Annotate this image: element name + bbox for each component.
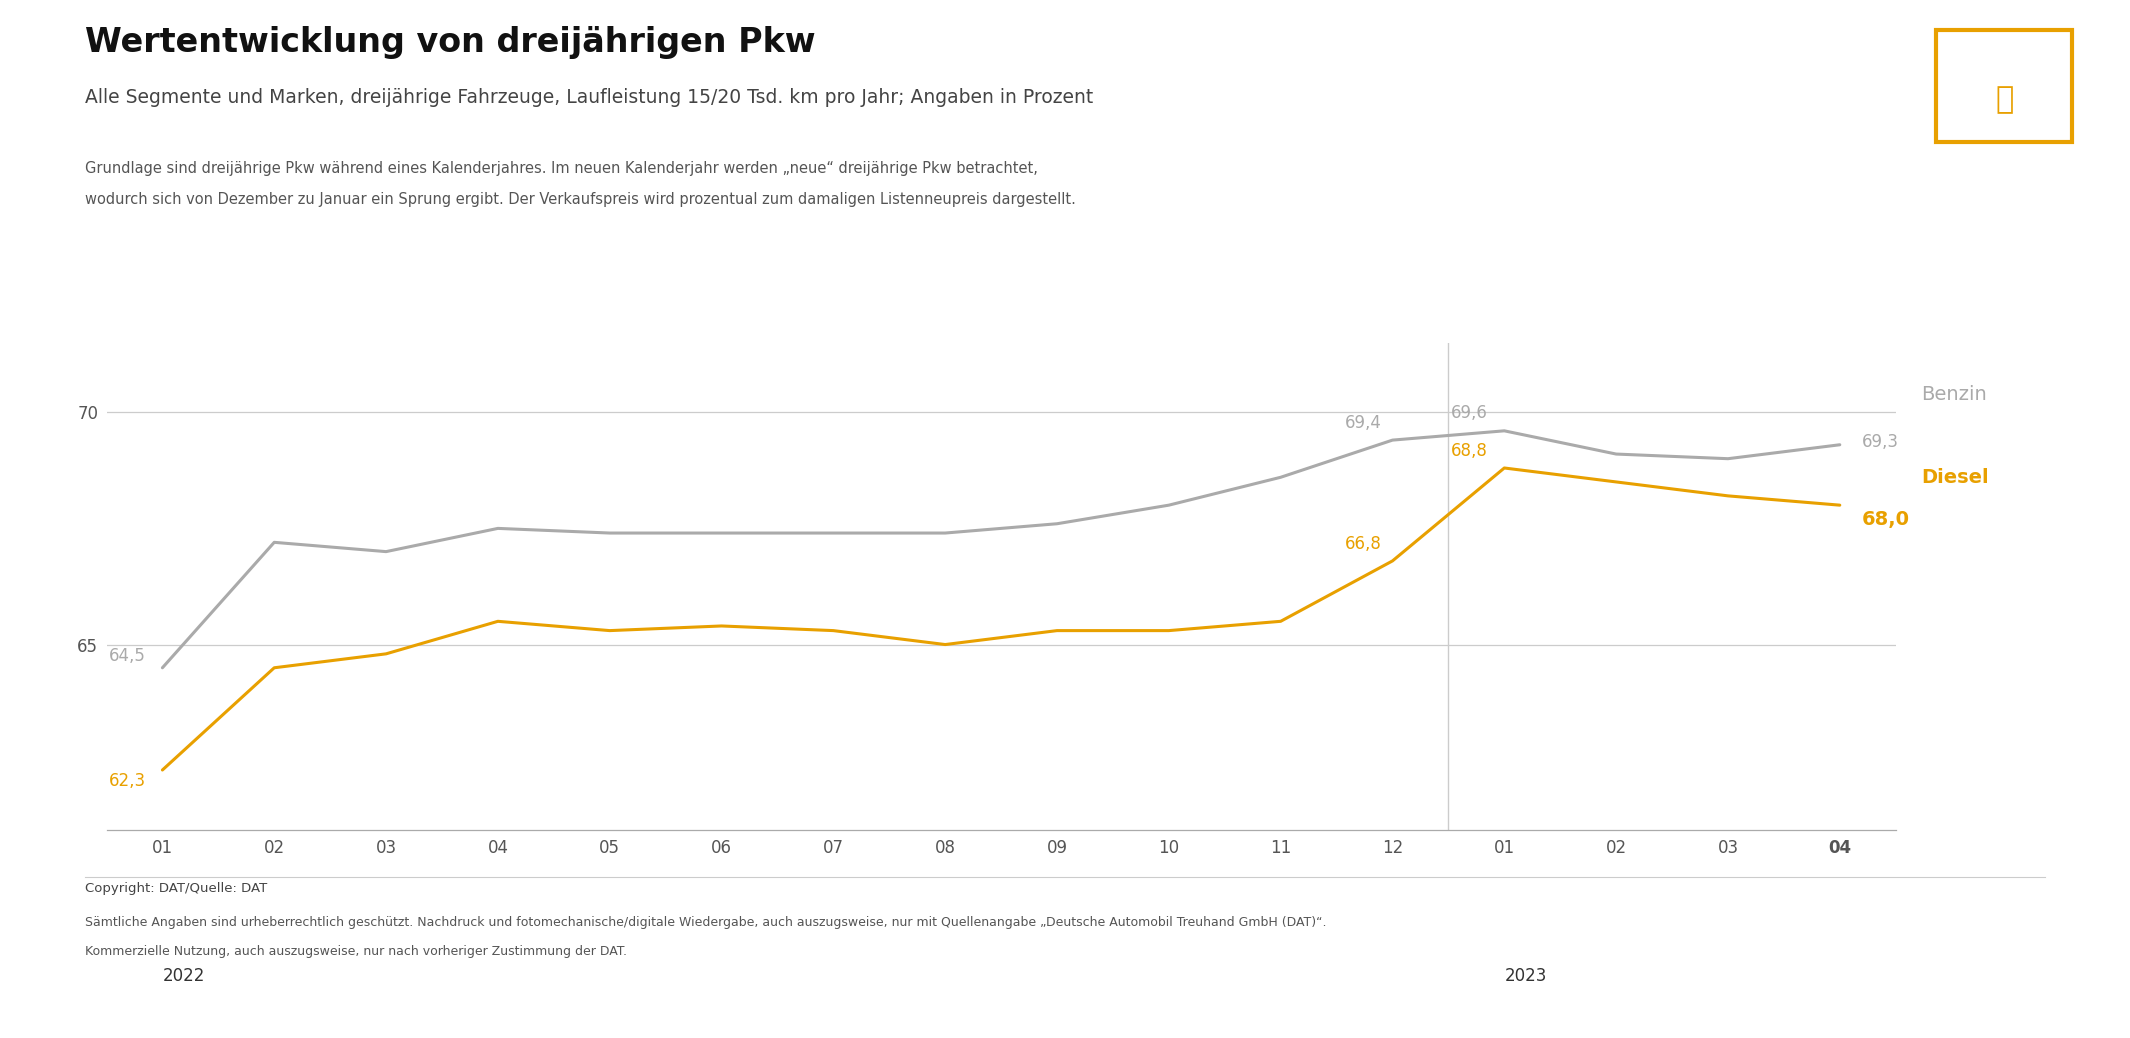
Text: wodurch sich von Dezember zu Januar ein Sprung ergibt. Der Verkaufspreis wird pr: wodurch sich von Dezember zu Januar ein … — [85, 192, 1076, 207]
Text: 69,4: 69,4 — [1344, 414, 1380, 432]
Text: Copyright: DAT/Quelle: DAT: Copyright: DAT/Quelle: DAT — [85, 882, 268, 896]
Text: Grundlage sind dreijährige Pkw während eines Kalenderjahres. Im neuen Kalenderja: Grundlage sind dreijährige Pkw während e… — [85, 161, 1037, 175]
Text: 66,8: 66,8 — [1344, 535, 1380, 552]
Text: Kommerzielle Nutzung, auch auszugsweise, nur nach vorheriger Zustimmung der DAT.: Kommerzielle Nutzung, auch auszugsweise,… — [85, 945, 626, 958]
Text: 69,3: 69,3 — [1862, 434, 1900, 452]
Text: 2023: 2023 — [1504, 967, 1546, 985]
Text: Wertentwicklung von dreijährigen Pkw: Wertentwicklung von dreijährigen Pkw — [85, 26, 816, 59]
Text: 2022: 2022 — [162, 967, 204, 985]
Text: 68,8: 68,8 — [1451, 441, 1487, 460]
Text: 68,0: 68,0 — [1862, 510, 1911, 528]
Text: 64,5: 64,5 — [109, 648, 145, 665]
Text: 62,3: 62,3 — [109, 772, 145, 790]
Text: Sämtliche Angaben sind urheberrechtlich geschützt. Nachdruck und fotomechanische: Sämtliche Angaben sind urheberrechtlich … — [85, 916, 1327, 929]
Text: Benzin: Benzin — [1921, 385, 1987, 404]
Text: Alle Segmente und Marken, dreijährige Fahrzeuge, Laufleistung 15/20 Tsd. km pro : Alle Segmente und Marken, dreijährige Fa… — [85, 88, 1093, 107]
Text: ⛯: ⛯ — [1996, 85, 2013, 114]
Text: Diesel: Diesel — [1921, 468, 1989, 487]
Text: DAT: DAT — [1985, 44, 2023, 61]
Text: 69,6: 69,6 — [1451, 405, 1487, 422]
